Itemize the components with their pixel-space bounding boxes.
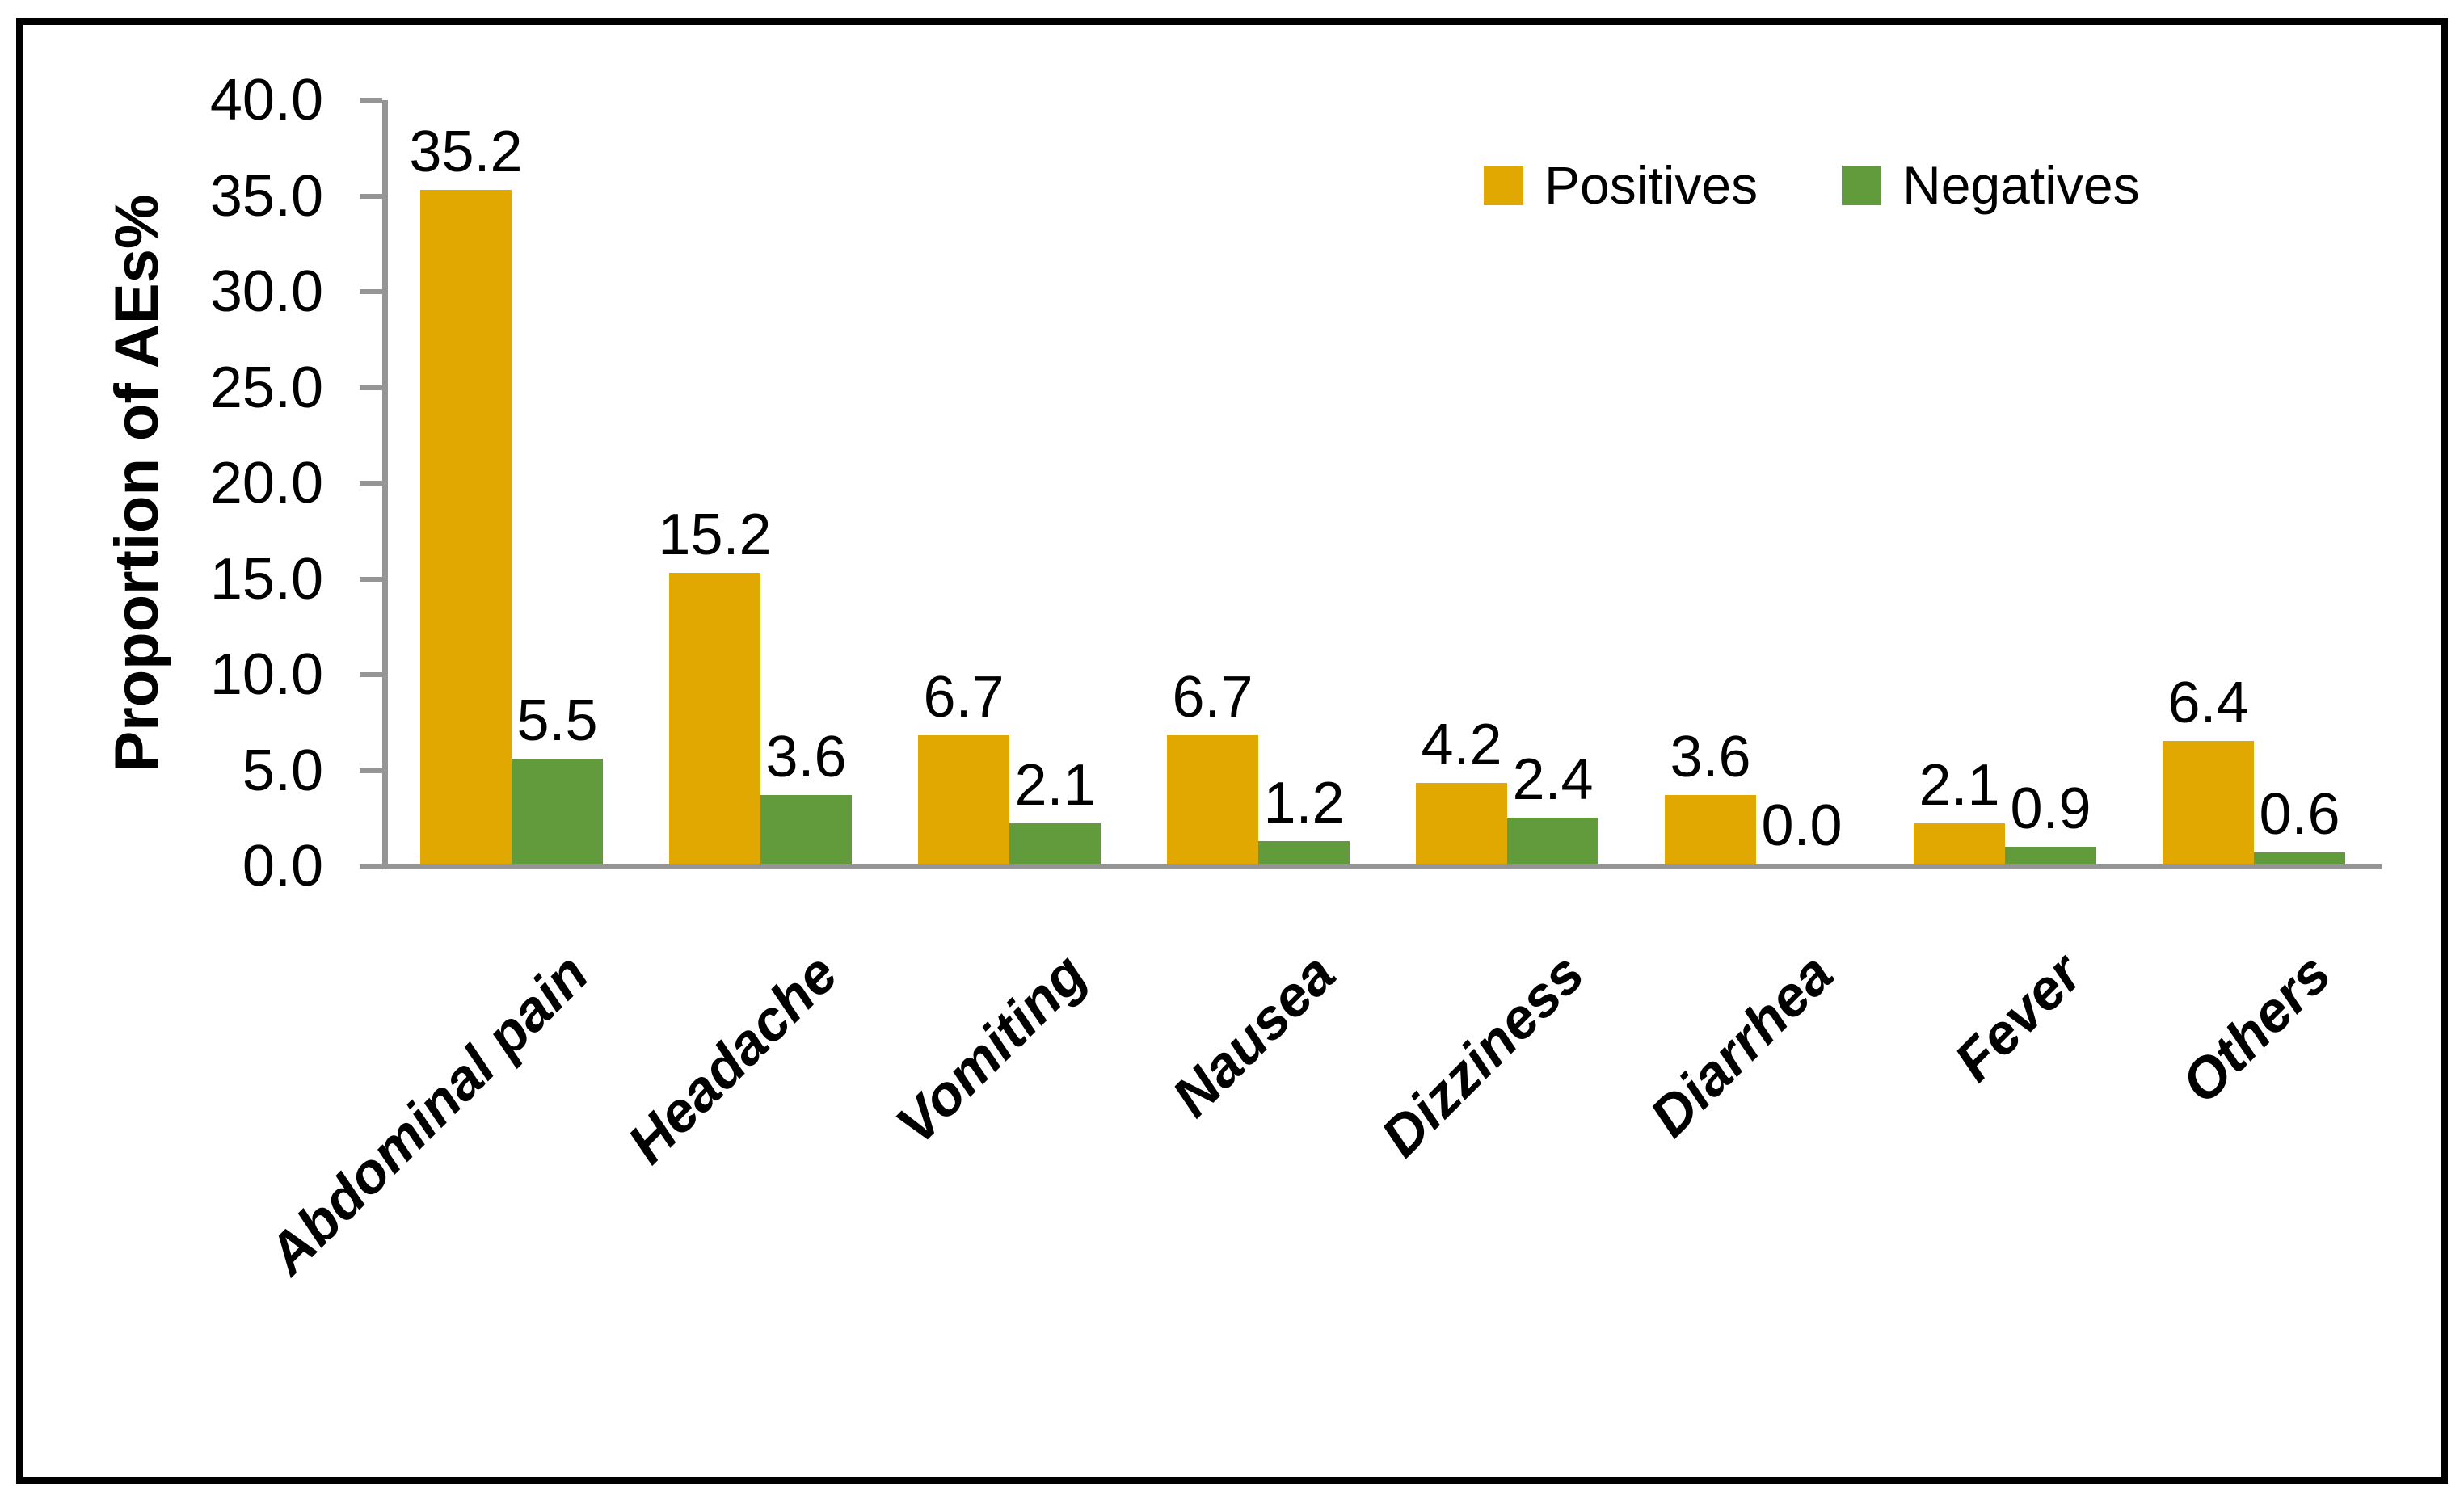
y-tick bbox=[360, 768, 382, 773]
value-label-positives-nausea: 6.7 bbox=[1172, 665, 1253, 730]
x-category-label-vomiting: Vomiting bbox=[883, 941, 1098, 1156]
x-axis-line bbox=[382, 864, 2382, 869]
y-tick-label: 10.0 bbox=[209, 642, 323, 707]
value-label-positives-abdominal-pain: 35.2 bbox=[409, 119, 523, 184]
value-label-negatives-headache: 3.6 bbox=[765, 724, 847, 789]
value-label-positives-diarrhea: 3.6 bbox=[1670, 724, 1751, 789]
x-category-label-diarrhea: Diarrhea bbox=[1637, 941, 1845, 1149]
legend-swatch-negatives bbox=[1842, 165, 1882, 205]
bar-positives-abdominal-pain bbox=[420, 189, 512, 864]
value-label-negatives-diarrhea: 0.0 bbox=[1761, 793, 1843, 858]
x-category-label-headache: Headache bbox=[615, 941, 849, 1176]
y-tick bbox=[360, 385, 382, 390]
value-label-positives-fever: 2.1 bbox=[1919, 753, 2000, 818]
bar-positives-nausea bbox=[1167, 735, 1258, 864]
value-label-negatives-fever: 0.9 bbox=[2010, 776, 2091, 841]
value-label-positives-dizziness: 4.2 bbox=[1421, 713, 1502, 778]
y-tick-label: 5.0 bbox=[242, 738, 323, 803]
legend-label-positives: Positives bbox=[1544, 155, 1758, 215]
y-tick bbox=[360, 481, 382, 486]
chart-frame: Proportion of AEs% 0.0 5.0 10.0 15.0 20.0 25.… bbox=[16, 18, 2448, 1484]
bar-negatives-dizziness bbox=[1507, 818, 1598, 864]
bar-negatives-fever bbox=[2005, 846, 2096, 864]
legend-swatch-positives bbox=[1484, 165, 1523, 205]
x-category-label-others: Others bbox=[2169, 941, 2343, 1116]
y-tick bbox=[360, 289, 382, 294]
bar-negatives-abdominal-pain bbox=[512, 758, 603, 864]
bar-positives-headache bbox=[669, 572, 760, 864]
y-tick-label: 20.0 bbox=[209, 451, 323, 515]
value-label-negatives-dizziness: 2.4 bbox=[1512, 747, 1594, 813]
y-tick-label: 0.0 bbox=[242, 834, 323, 898]
x-category-label-nausea: Nausea bbox=[1160, 941, 1347, 1129]
bar-negatives-others bbox=[2254, 852, 2345, 864]
value-label-negatives-others: 0.6 bbox=[2259, 781, 2340, 847]
legend-label-negatives: Negatives bbox=[1902, 155, 2140, 215]
y-tick-label: 25.0 bbox=[209, 355, 323, 420]
x-category-label-abdominal-pain: Abdominal pain bbox=[255, 941, 600, 1286]
value-label-positives-headache: 15.2 bbox=[658, 502, 772, 567]
value-label-negatives-vomiting: 2.1 bbox=[1014, 753, 1096, 818]
value-label-positives-others: 6.4 bbox=[2167, 671, 2249, 736]
legend: Positives Negatives bbox=[1484, 158, 2140, 212]
y-axis-line bbox=[382, 100, 388, 869]
y-tick-label: 15.0 bbox=[209, 546, 323, 612]
bar-negatives-headache bbox=[760, 794, 852, 864]
value-label-negatives-nausea: 1.2 bbox=[1263, 770, 1345, 835]
x-category-label-fever: Fever bbox=[1942, 941, 2094, 1093]
bar-positives-vomiting bbox=[918, 735, 1009, 864]
y-tick-label: 35.0 bbox=[209, 163, 323, 229]
y-tick bbox=[360, 672, 382, 677]
value-label-negatives-abdominal-pain: 5.5 bbox=[516, 688, 598, 753]
legend-item-positives: Positives bbox=[1484, 158, 1758, 212]
bar-negatives-nausea bbox=[1258, 840, 1350, 864]
bar-positives-diarrhea bbox=[1665, 794, 1756, 864]
y-tick bbox=[360, 98, 382, 103]
y-tick bbox=[360, 193, 382, 199]
y-tick bbox=[360, 864, 382, 869]
legend-item-negatives: Negatives bbox=[1842, 158, 2140, 212]
bar-negatives-vomiting bbox=[1009, 823, 1101, 864]
x-category-label-dizziness: Dizziness bbox=[1369, 941, 1596, 1169]
bar-positives-fever bbox=[1914, 823, 2005, 864]
y-tick-label: 30.0 bbox=[209, 259, 323, 324]
bar-positives-others bbox=[2163, 741, 2254, 864]
y-tick-label: 40.0 bbox=[209, 68, 323, 133]
bar-positives-dizziness bbox=[1416, 783, 1507, 864]
value-label-positives-vomiting: 6.7 bbox=[923, 665, 1005, 730]
y-tick bbox=[360, 576, 382, 582]
